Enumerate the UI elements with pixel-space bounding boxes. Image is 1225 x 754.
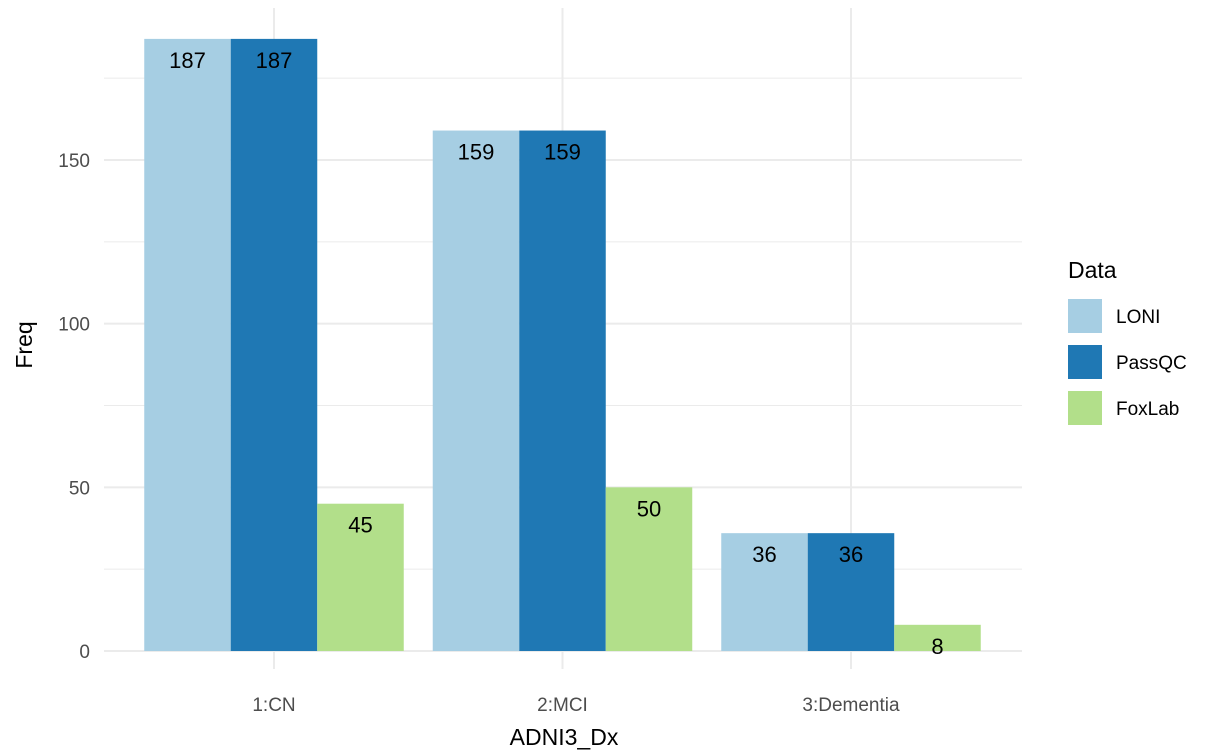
data-label: 8: [931, 634, 943, 659]
legend-items: LONI PassQC FoxLab: [1068, 299, 1187, 425]
y-axis-ticks: 0 50 100 150: [58, 151, 90, 663]
data-label: 50: [637, 496, 661, 521]
bar-passqc-2: [519, 130, 606, 652]
data-label: 159: [458, 140, 495, 165]
data-label: 45: [348, 513, 372, 538]
legend-label: FoxLab: [1116, 399, 1179, 420]
bar-loni-2: [432, 130, 520, 652]
bar-passqc-3: [807, 533, 895, 651]
data-labels: 187 187 45 159 159 50 36 36 8: [169, 48, 943, 659]
y-tick-label: 50: [69, 478, 90, 499]
data-label: 187: [256, 48, 293, 73]
bar-loni-1: [144, 38, 231, 652]
legend: Data LONI PassQC FoxLab: [1068, 257, 1187, 425]
bar-loni-3: [721, 533, 808, 651]
data-label: 36: [752, 542, 776, 567]
x-axis-title: ADNI3_Dx: [510, 724, 619, 750]
legend-title: Data: [1068, 257, 1117, 283]
y-axis-title: Freq: [11, 321, 37, 368]
bar-foxlab-1: [317, 503, 404, 651]
x-axis-ticks: 1:CN 2:MCI 3:Dementia: [252, 695, 900, 716]
x-tick-label: 2:MCI: [537, 695, 588, 716]
legend-key-loni: [1068, 299, 1102, 333]
data-label: 187: [169, 48, 206, 73]
legend-key-passqc: [1068, 345, 1102, 379]
legend-label: PassQC: [1116, 353, 1187, 374]
x-tick-label: 3:Dementia: [802, 695, 900, 716]
y-tick-label: 0: [79, 642, 90, 663]
bar-foxlab-3: [894, 624, 981, 651]
bar-foxlab-2: [605, 487, 693, 651]
bars: [144, 38, 981, 652]
legend-key-foxlab: [1068, 391, 1102, 425]
legend-label: LONI: [1116, 307, 1160, 328]
data-label: 36: [839, 542, 863, 567]
data-label: 159: [544, 140, 581, 165]
y-tick-label: 100: [58, 315, 90, 336]
x-tick-label: 1:CN: [252, 695, 295, 716]
bar-passqc-1: [230, 38, 318, 652]
y-tick-label: 150: [58, 151, 90, 172]
